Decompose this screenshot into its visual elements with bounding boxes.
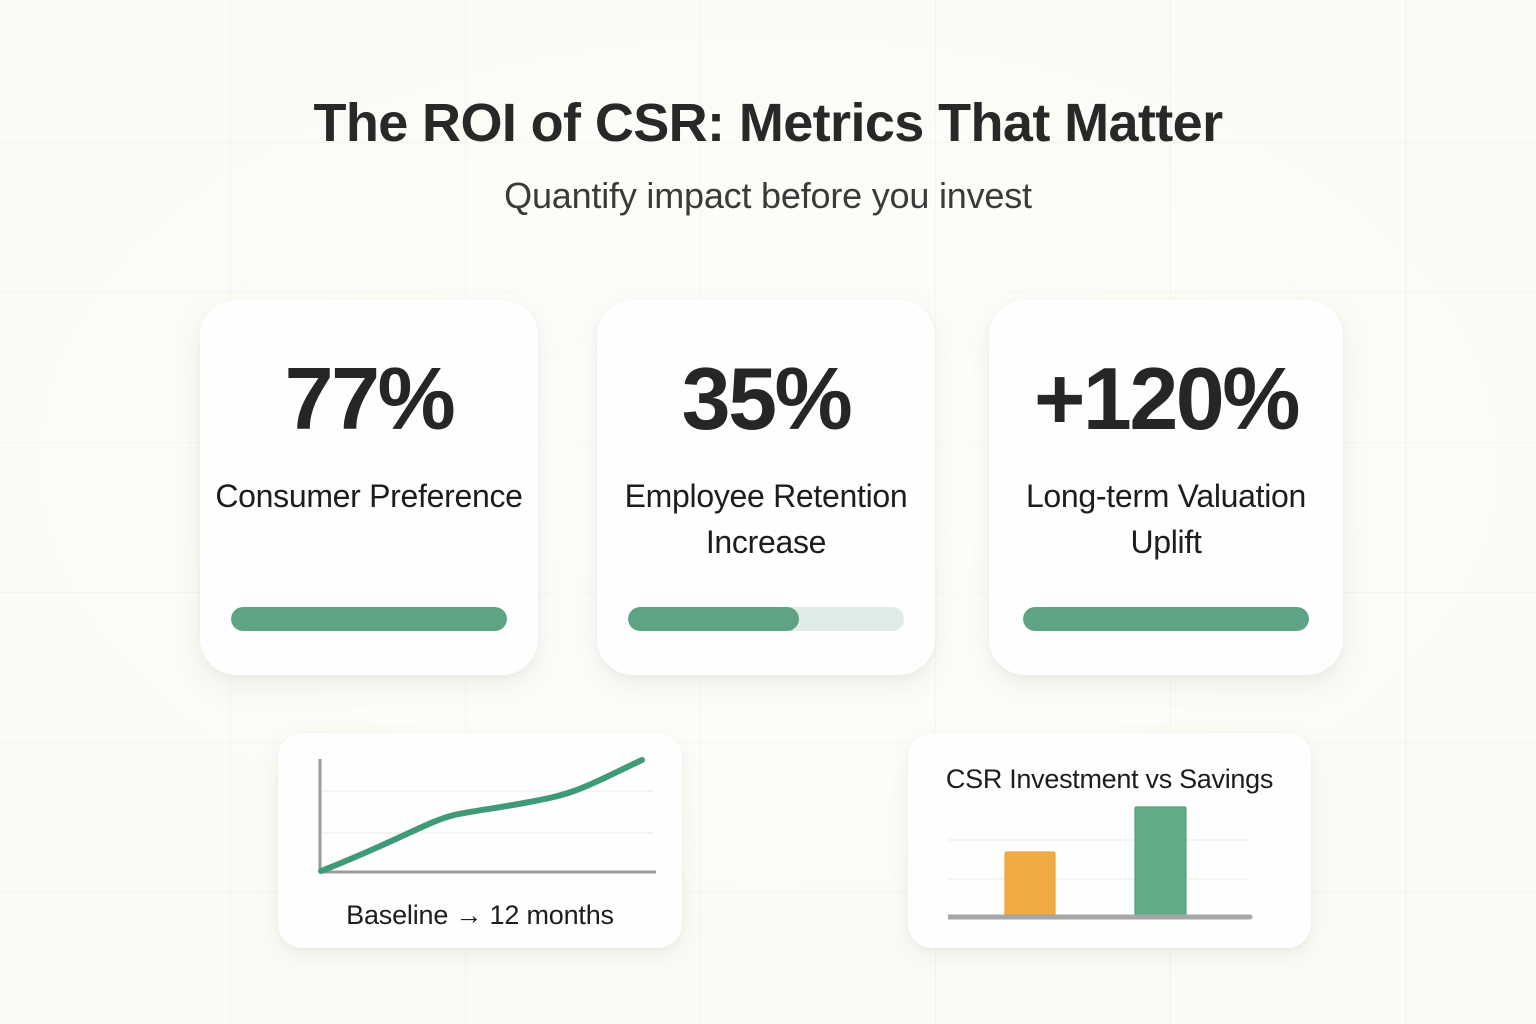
stat-card-employee-retention: 35% Employee Retention Increase	[597, 300, 935, 675]
stat-value: 77%	[284, 349, 456, 448]
progress-fill	[628, 607, 800, 631]
header: The ROI of CSR: Metrics That Matter Quan…	[0, 95, 1536, 217]
stat-label: Employee Retention Increase	[624, 478, 908, 561]
growth-line-chart	[318, 757, 656, 874]
stat-label: Consumer Preference	[215, 478, 523, 514]
bar-savings	[1134, 806, 1187, 918]
progress-track	[231, 607, 507, 631]
stat-label: Long-term Valuation Uplift	[1025, 478, 1307, 561]
page-title: The ROI of CSR: Metrics That Matter	[313, 93, 1223, 153]
stat-card-consumer-preference: 77% Consumer Preference	[200, 300, 538, 675]
investment-vs-savings-chart	[948, 806, 1253, 920]
stat-card-valuation-uplift: +120% Long-term Valuation Uplift	[989, 300, 1343, 675]
page-subtitle: Quantify impact before you invest	[504, 174, 1032, 216]
progress-fill	[1023, 607, 1309, 631]
bar-investment	[1004, 851, 1056, 918]
line-series-path	[318, 757, 645, 874]
bar-chart-card: CSR Investment vs Savings	[908, 733, 1311, 948]
line-chart-card: Baseline → 12 months	[278, 733, 682, 948]
stat-value: 35%	[681, 349, 853, 448]
bar-chart-title: CSR Investment vs Savings	[945, 764, 1274, 794]
progress-track	[1023, 607, 1309, 631]
progress-fill	[231, 607, 507, 631]
stat-value: +120%	[1034, 349, 1300, 448]
line-chart-caption: Baseline → 12 months	[346, 900, 614, 930]
progress-track	[628, 607, 904, 631]
